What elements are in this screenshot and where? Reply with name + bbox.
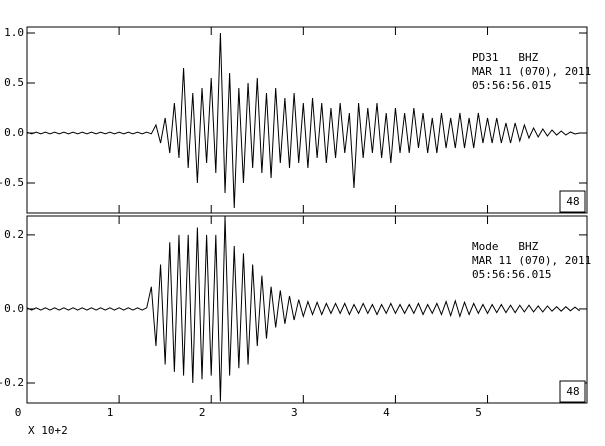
trace-annotation: 05:56:56.015 — [472, 268, 551, 281]
x-tick-label: 5 — [475, 406, 482, 419]
y-tick-label: 0.0 — [4, 126, 24, 139]
x-axis-label: X 10+2 — [28, 424, 68, 437]
waveform — [26, 216, 580, 402]
y-tick-label: 0.2 — [4, 228, 24, 241]
y-tick-label: -0.5 — [0, 176, 24, 189]
panel-frame — [26, 215, 588, 404]
trace-annotation: MAR 11 (070), 2011 — [472, 65, 591, 78]
y-tick-label: 0.0 — [4, 302, 24, 315]
y-tick-label: 0.5 — [4, 76, 24, 89]
y-tick-label: -0.2 — [0, 376, 24, 389]
trace-annotation: MAR 11 (070), 2011 — [472, 254, 591, 267]
y-tick-label: 1.0 — [4, 26, 24, 39]
box — [559, 190, 586, 213]
box-label: 48 — [566, 195, 579, 208]
x-tick-label: 4 — [383, 406, 390, 419]
box — [559, 380, 586, 403]
trace-annotation: PD31 BHZ — [472, 51, 539, 64]
box-label: 48 — [566, 385, 579, 398]
waveform — [26, 32, 580, 209]
x-tick-label: 2 — [199, 406, 206, 419]
x-tick-label: 3 — [291, 406, 298, 419]
trace-annotation: Mode BHZ — [472, 240, 539, 253]
x-tick-label: 1 — [107, 406, 114, 419]
panel-frame — [26, 26, 588, 214]
x-tick-label: 0 — [15, 406, 22, 419]
trace-annotation: 05:56:56.015 — [472, 79, 551, 92]
